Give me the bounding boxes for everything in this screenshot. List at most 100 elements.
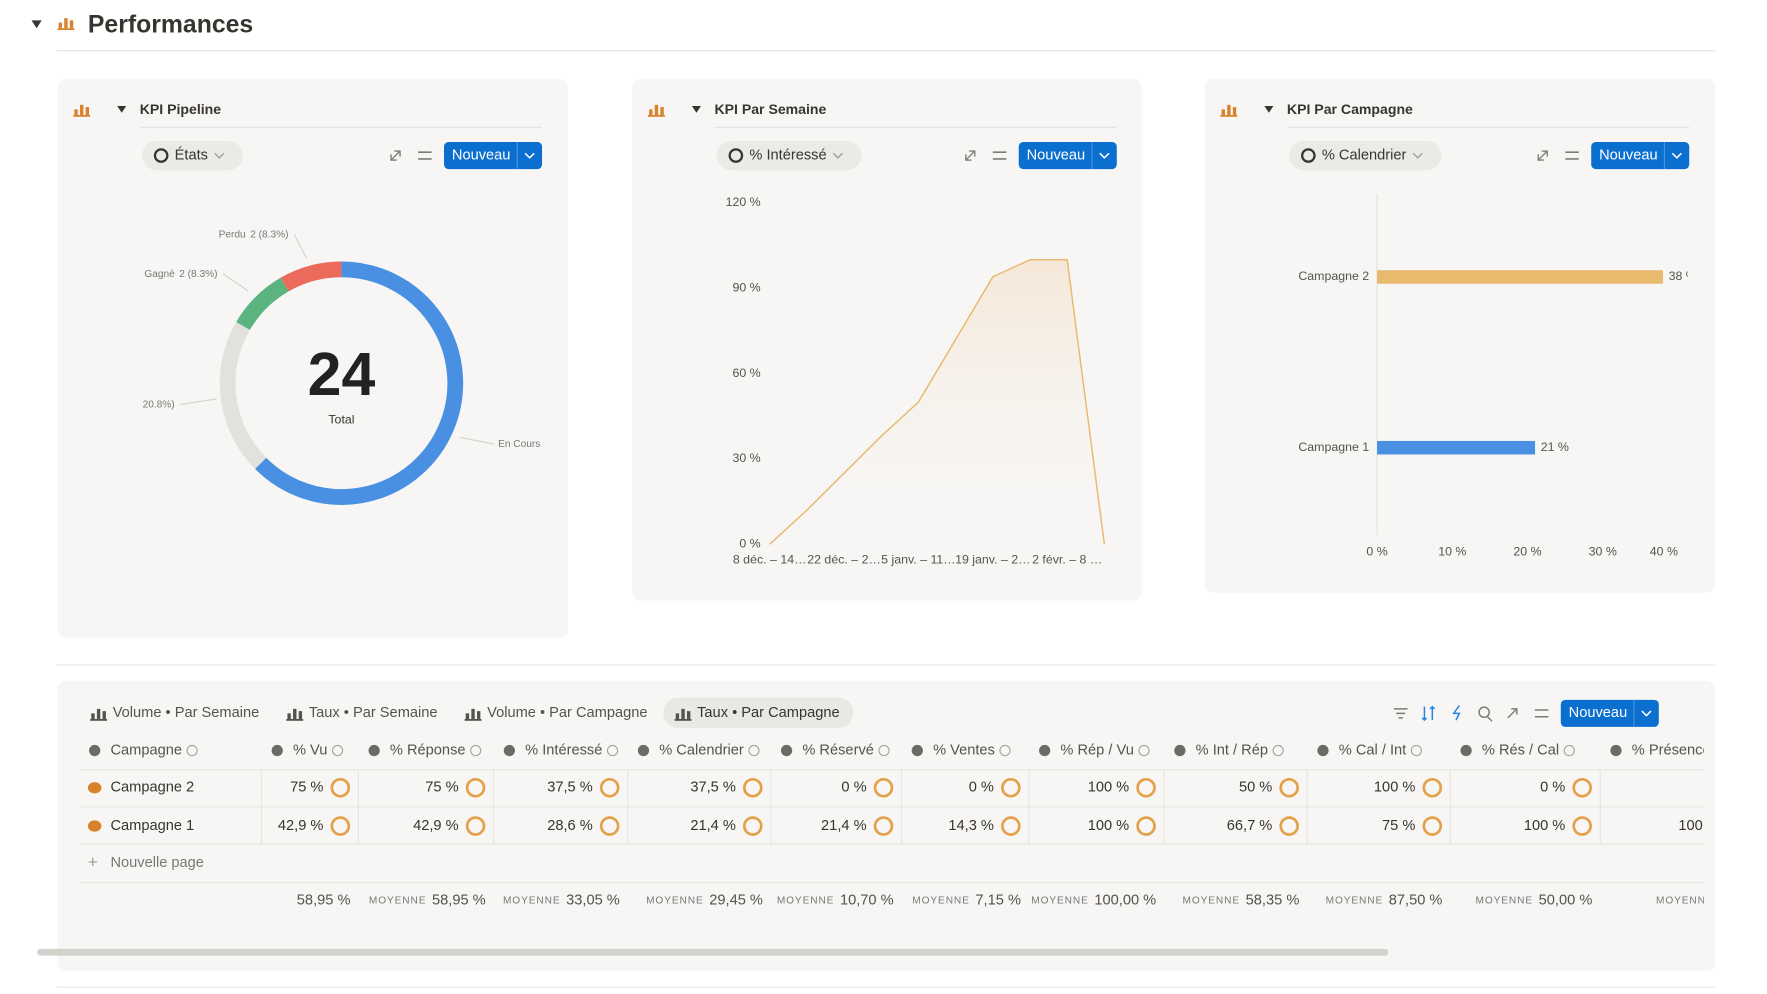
slice-label: Perdu 2 (8.3%) [219, 229, 289, 240]
column-header: % Présence [1632, 742, 1711, 758]
tab[interactable] [663, 697, 854, 729]
footer-value: 29,45 % [709, 892, 763, 908]
toolbar-icon[interactable] [1421, 705, 1436, 722]
column-icon [780, 744, 793, 757]
value-label: 38 % [1669, 269, 1697, 283]
slice-value: 20.8%) [143, 399, 175, 410]
icon-bar [660, 107, 664, 115]
footer-label: MOYENNE [369, 895, 427, 906]
cell: 75 % [425, 780, 458, 796]
leader-line [293, 234, 308, 259]
footer-label: MOYENNE [912, 895, 970, 906]
leader-line [222, 273, 249, 292]
progress-ring [465, 777, 486, 798]
slice-category: Perdu [219, 229, 246, 240]
cell: 75 % [290, 780, 323, 796]
info-icon [470, 744, 482, 757]
leader-line [180, 398, 217, 406]
widget-card [1204, 78, 1716, 593]
footer-cell: MOYENNE 100,00 % [1031, 892, 1156, 908]
slice-category: Gagné [144, 269, 175, 280]
new-row[interactable]: Nouvelle page [110, 855, 204, 871]
cell: 0 % [969, 780, 994, 796]
settings-icon[interactable] [1565, 151, 1579, 160]
cell: 0 % [1540, 780, 1565, 796]
icon-bar [654, 104, 659, 115]
page-title: Performances [88, 11, 253, 38]
table: Campagne % Vu % Réponse % Intéressé % Calend… [78, 742, 1735, 908]
info-icon [1563, 744, 1575, 757]
toggle[interactable] [691, 105, 701, 113]
column-icon [271, 744, 283, 757]
column-icon [637, 744, 650, 757]
settings-icon[interactable] [418, 151, 432, 160]
x-tick-label: 2 févr. – 8 … [1032, 552, 1102, 566]
tab-label: Volume • Par Campagne [487, 705, 647, 721]
bars: 38 % 21 % [1377, 269, 1697, 455]
filter-chip[interactable] [716, 140, 862, 171]
icon-bar [64, 18, 68, 29]
chevron [1412, 152, 1423, 159]
column-header: % Cal / Int [1339, 742, 1406, 758]
footer-value: 87,50 % [1389, 892, 1443, 908]
info-icon [1410, 744, 1423, 757]
footer-cell: MOYENNE 58,95 % [369, 892, 486, 908]
column-icon [1610, 744, 1622, 757]
new-button-label: Nouveau [1569, 705, 1628, 721]
cell: 37,5 % [547, 780, 593, 796]
icon-bar [1227, 104, 1231, 115]
progress-ring [742, 777, 763, 798]
widget-title: KPI Par Campagne [1287, 101, 1413, 117]
icon-base [464, 719, 482, 721]
chart-icon [464, 708, 482, 721]
filter-chip[interactable] [141, 140, 243, 171]
icon-bar [681, 708, 685, 720]
toolbar-icon[interactable] [1507, 708, 1518, 719]
toolbar-icon[interactable] [1452, 705, 1461, 721]
toolbar-icon[interactable] [1487, 716, 1493, 722]
column-header: % Calendrier [659, 742, 744, 758]
cell: 50 % [1239, 780, 1272, 796]
slice-category: En Cours [498, 439, 540, 450]
chart-icon [286, 708, 304, 721]
toolbar-icon[interactable] [1393, 708, 1408, 719]
x-tick-label: 30 % [1589, 544, 1617, 558]
progress-ring [599, 816, 620, 836]
footer-label: MOYENNE [1476, 895, 1534, 906]
toolbar-icon[interactable] [1534, 709, 1549, 718]
filter-chip[interactable] [1289, 140, 1442, 171]
leader-line [459, 436, 494, 445]
column-header: % Réponse [390, 742, 466, 758]
icon-bar [96, 708, 101, 720]
column-icon [1460, 744, 1472, 757]
icon-base [73, 114, 91, 117]
icon-bar [74, 109, 78, 115]
footer-label: MOYENNE [1326, 895, 1384, 906]
cell: 100 % [1524, 818, 1565, 834]
toggle[interactable] [31, 20, 42, 29]
expand-icon[interactable] [965, 150, 976, 161]
footer-cell: MOYENNE 29,45 % [646, 892, 763, 908]
footer-label: MOYENNE [1656, 895, 1714, 906]
y-tick-label: 90 % [732, 281, 760, 295]
settings-icon[interactable] [992, 151, 1007, 160]
cell: 14,3 % [948, 818, 994, 834]
new-button-label: Nouveau [1027, 147, 1086, 163]
chart-icon [57, 18, 75, 31]
toggle[interactable] [117, 105, 127, 113]
footer-cell: MOYENNE 58,35 % [1183, 892, 1300, 908]
footer-value: 10 [1719, 892, 1735, 908]
chip-icon [1301, 148, 1316, 163]
filter-label: % Intéressé [749, 147, 826, 163]
progress-ring [330, 777, 351, 798]
expand-icon[interactable] [1537, 150, 1548, 161]
cell: 100 % [1088, 818, 1129, 834]
toggle[interactable] [1264, 105, 1274, 113]
column-header: % Vu [293, 742, 327, 758]
column-header: Campagne [110, 742, 182, 758]
chart-icon [73, 104, 91, 117]
expand-icon[interactable] [390, 150, 401, 161]
scrollbar[interactable] [37, 948, 1389, 956]
toolbar-icon[interactable] [1478, 706, 1490, 719]
